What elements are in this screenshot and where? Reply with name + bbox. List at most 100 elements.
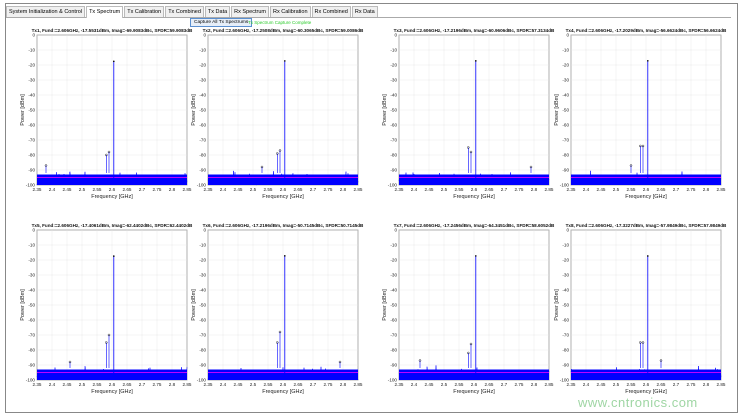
y-tick-label: -60	[199, 123, 206, 128]
peak-marker	[113, 60, 115, 63]
peak-marker	[113, 255, 115, 257]
x-tick-label: 2.35	[33, 187, 42, 192]
x-tick-label: 2.4	[220, 382, 227, 387]
tab-rx-spectrum[interactable]: Rx Spectrum	[231, 6, 269, 17]
y-tick-label: -40	[28, 93, 35, 98]
tab-system-initialization-control[interactable]: System Initialization & Control	[6, 6, 86, 17]
tab-tx-data[interactable]: Tx Data	[204, 6, 231, 17]
x-tick-label: 2.7	[139, 187, 146, 192]
spectrum-trace	[398, 172, 550, 186]
x-tick-label: 2.4	[583, 382, 590, 387]
x-tick-label: 2.7	[673, 382, 680, 387]
x-tick-label: 2.6	[109, 187, 116, 192]
spur-marker	[276, 152, 279, 155]
spur-marker	[659, 359, 663, 362]
noise-band	[399, 174, 549, 185]
y-tick-label: -50	[199, 108, 206, 113]
y-tick-label: -40	[390, 288, 397, 293]
x-tick-label: 2.8	[703, 187, 710, 192]
capture-all-tx-spectrums-button[interactable]: Capture All Tx Spectrums	[190, 18, 253, 27]
tab-bar: System Initialization & Control Tx Spectr…	[6, 6, 731, 18]
spur-marker	[418, 359, 422, 362]
y-tick-label: -100	[26, 183, 36, 188]
x-tick-label: 2.7	[501, 382, 508, 387]
y-tick-label: -40	[199, 93, 206, 98]
y-tick-label: 0	[566, 228, 569, 233]
spur-marker	[467, 146, 470, 149]
y-tick-label: -20	[28, 63, 35, 68]
spectrum-trace	[36, 170, 188, 186]
y-tick-label: -90	[199, 168, 206, 173]
y-tick-label: -70	[562, 138, 569, 143]
y-axis-label: Power [dBm]	[20, 289, 26, 321]
y-tick-label: -50	[390, 108, 397, 113]
y-tick-label: -50	[199, 303, 206, 308]
x-tick-label: 2.85	[717, 187, 726, 192]
spur-marker	[529, 165, 533, 169]
x-axis-label: Frequency [GHz]	[91, 194, 133, 200]
y-tick-label: 0	[203, 33, 206, 38]
peak-marker	[647, 255, 649, 257]
x-tick-label: 2.65	[657, 382, 666, 387]
tab-tx-combined[interactable]: Tx Combined	[165, 6, 204, 17]
spur-marker	[105, 153, 108, 157]
x-tick-label: 2.5	[79, 187, 86, 192]
spur-marker	[107, 150, 111, 154]
x-tick-label: 2.45	[597, 382, 606, 387]
x-tick-label: 2.8	[531, 187, 538, 192]
spur-marker	[278, 149, 282, 152]
noise-band	[208, 369, 358, 380]
chart-title: Tx7, Fund:=2.606GHz, -17.2456dBm, Imag=-…	[394, 223, 555, 228]
y-tick-label: -60	[199, 318, 206, 323]
tab-tx-spectrum[interactable]: Tx Spectrum	[86, 6, 124, 18]
x-tick-label: 2.55	[264, 187, 273, 192]
spectrum-trace	[207, 170, 359, 186]
y-tick-label: -30	[28, 273, 35, 278]
y-tick-label: -20	[562, 63, 569, 68]
tab-rx-data[interactable]: Rx Data	[351, 6, 378, 17]
y-tick-label: -50	[562, 303, 569, 308]
chart-title: Tx3, Fund:=2.606GHz, -17.2196dBm, Imag=-…	[394, 28, 555, 33]
peak-marker	[647, 60, 649, 62]
y-tick-label: -70	[562, 333, 569, 338]
y-tick-label: -60	[28, 318, 35, 323]
x-tick-label: 2.8	[340, 382, 347, 387]
x-axis-label: Frequency [GHz]	[262, 194, 304, 200]
x-tick-label: 2.8	[531, 382, 538, 387]
y-axis-label: Power [dBm]	[191, 289, 197, 321]
y-tick-label: -40	[28, 288, 35, 293]
spur-marker	[68, 360, 72, 364]
y-tick-label: -10	[199, 243, 206, 248]
x-axis-label: Frequency [GHz]	[625, 389, 667, 395]
x-tick-label: 2.6	[471, 382, 478, 387]
y-tick-label: -10	[390, 48, 397, 53]
y-tick-label: -60	[562, 318, 569, 323]
y-tick-label: -90	[390, 363, 397, 368]
x-tick-label: 2.55	[93, 382, 102, 387]
x-tick-label: 2.65	[657, 187, 666, 192]
x-tick-label: 2.55	[93, 187, 102, 192]
y-tick-label: -40	[199, 288, 206, 293]
x-tick-label: 2.5	[441, 382, 448, 387]
spur-marker	[469, 150, 473, 154]
y-tick-label: -70	[390, 333, 397, 338]
x-tick-label: 2.6	[280, 187, 287, 192]
noise-band	[571, 174, 721, 185]
x-tick-label: 2.45	[234, 187, 243, 192]
x-tick-label: 2.55	[455, 187, 464, 192]
y-axis-label: Power [dBm]	[554, 94, 560, 126]
x-axis-label: Frequency [GHz]	[91, 389, 133, 395]
spur-marker	[338, 360, 342, 364]
y-tick-label: -80	[390, 153, 397, 158]
y-tick-label: -50	[28, 303, 35, 308]
y-tick-label: -70	[199, 333, 206, 338]
y-tick-label: -60	[390, 123, 397, 128]
tab-rx-calibration[interactable]: Rx Calibration	[269, 6, 311, 17]
y-tick-label: -80	[199, 348, 206, 353]
chart-title: Tx8, Fund:=2.606GHz, -17.3227dBm, Imag=-…	[566, 223, 727, 228]
tab-tx-calibration[interactable]: Tx Calibration	[124, 6, 165, 17]
chart-title: Tx1, Fund:=2.606GHz, -17.5531dBm, Imag=-…	[32, 28, 193, 33]
y-axis-label: Power [dBm]	[20, 94, 26, 126]
tab-rx-combined[interactable]: Rx Combined	[311, 6, 351, 17]
x-tick-label: 2.85	[354, 382, 363, 387]
